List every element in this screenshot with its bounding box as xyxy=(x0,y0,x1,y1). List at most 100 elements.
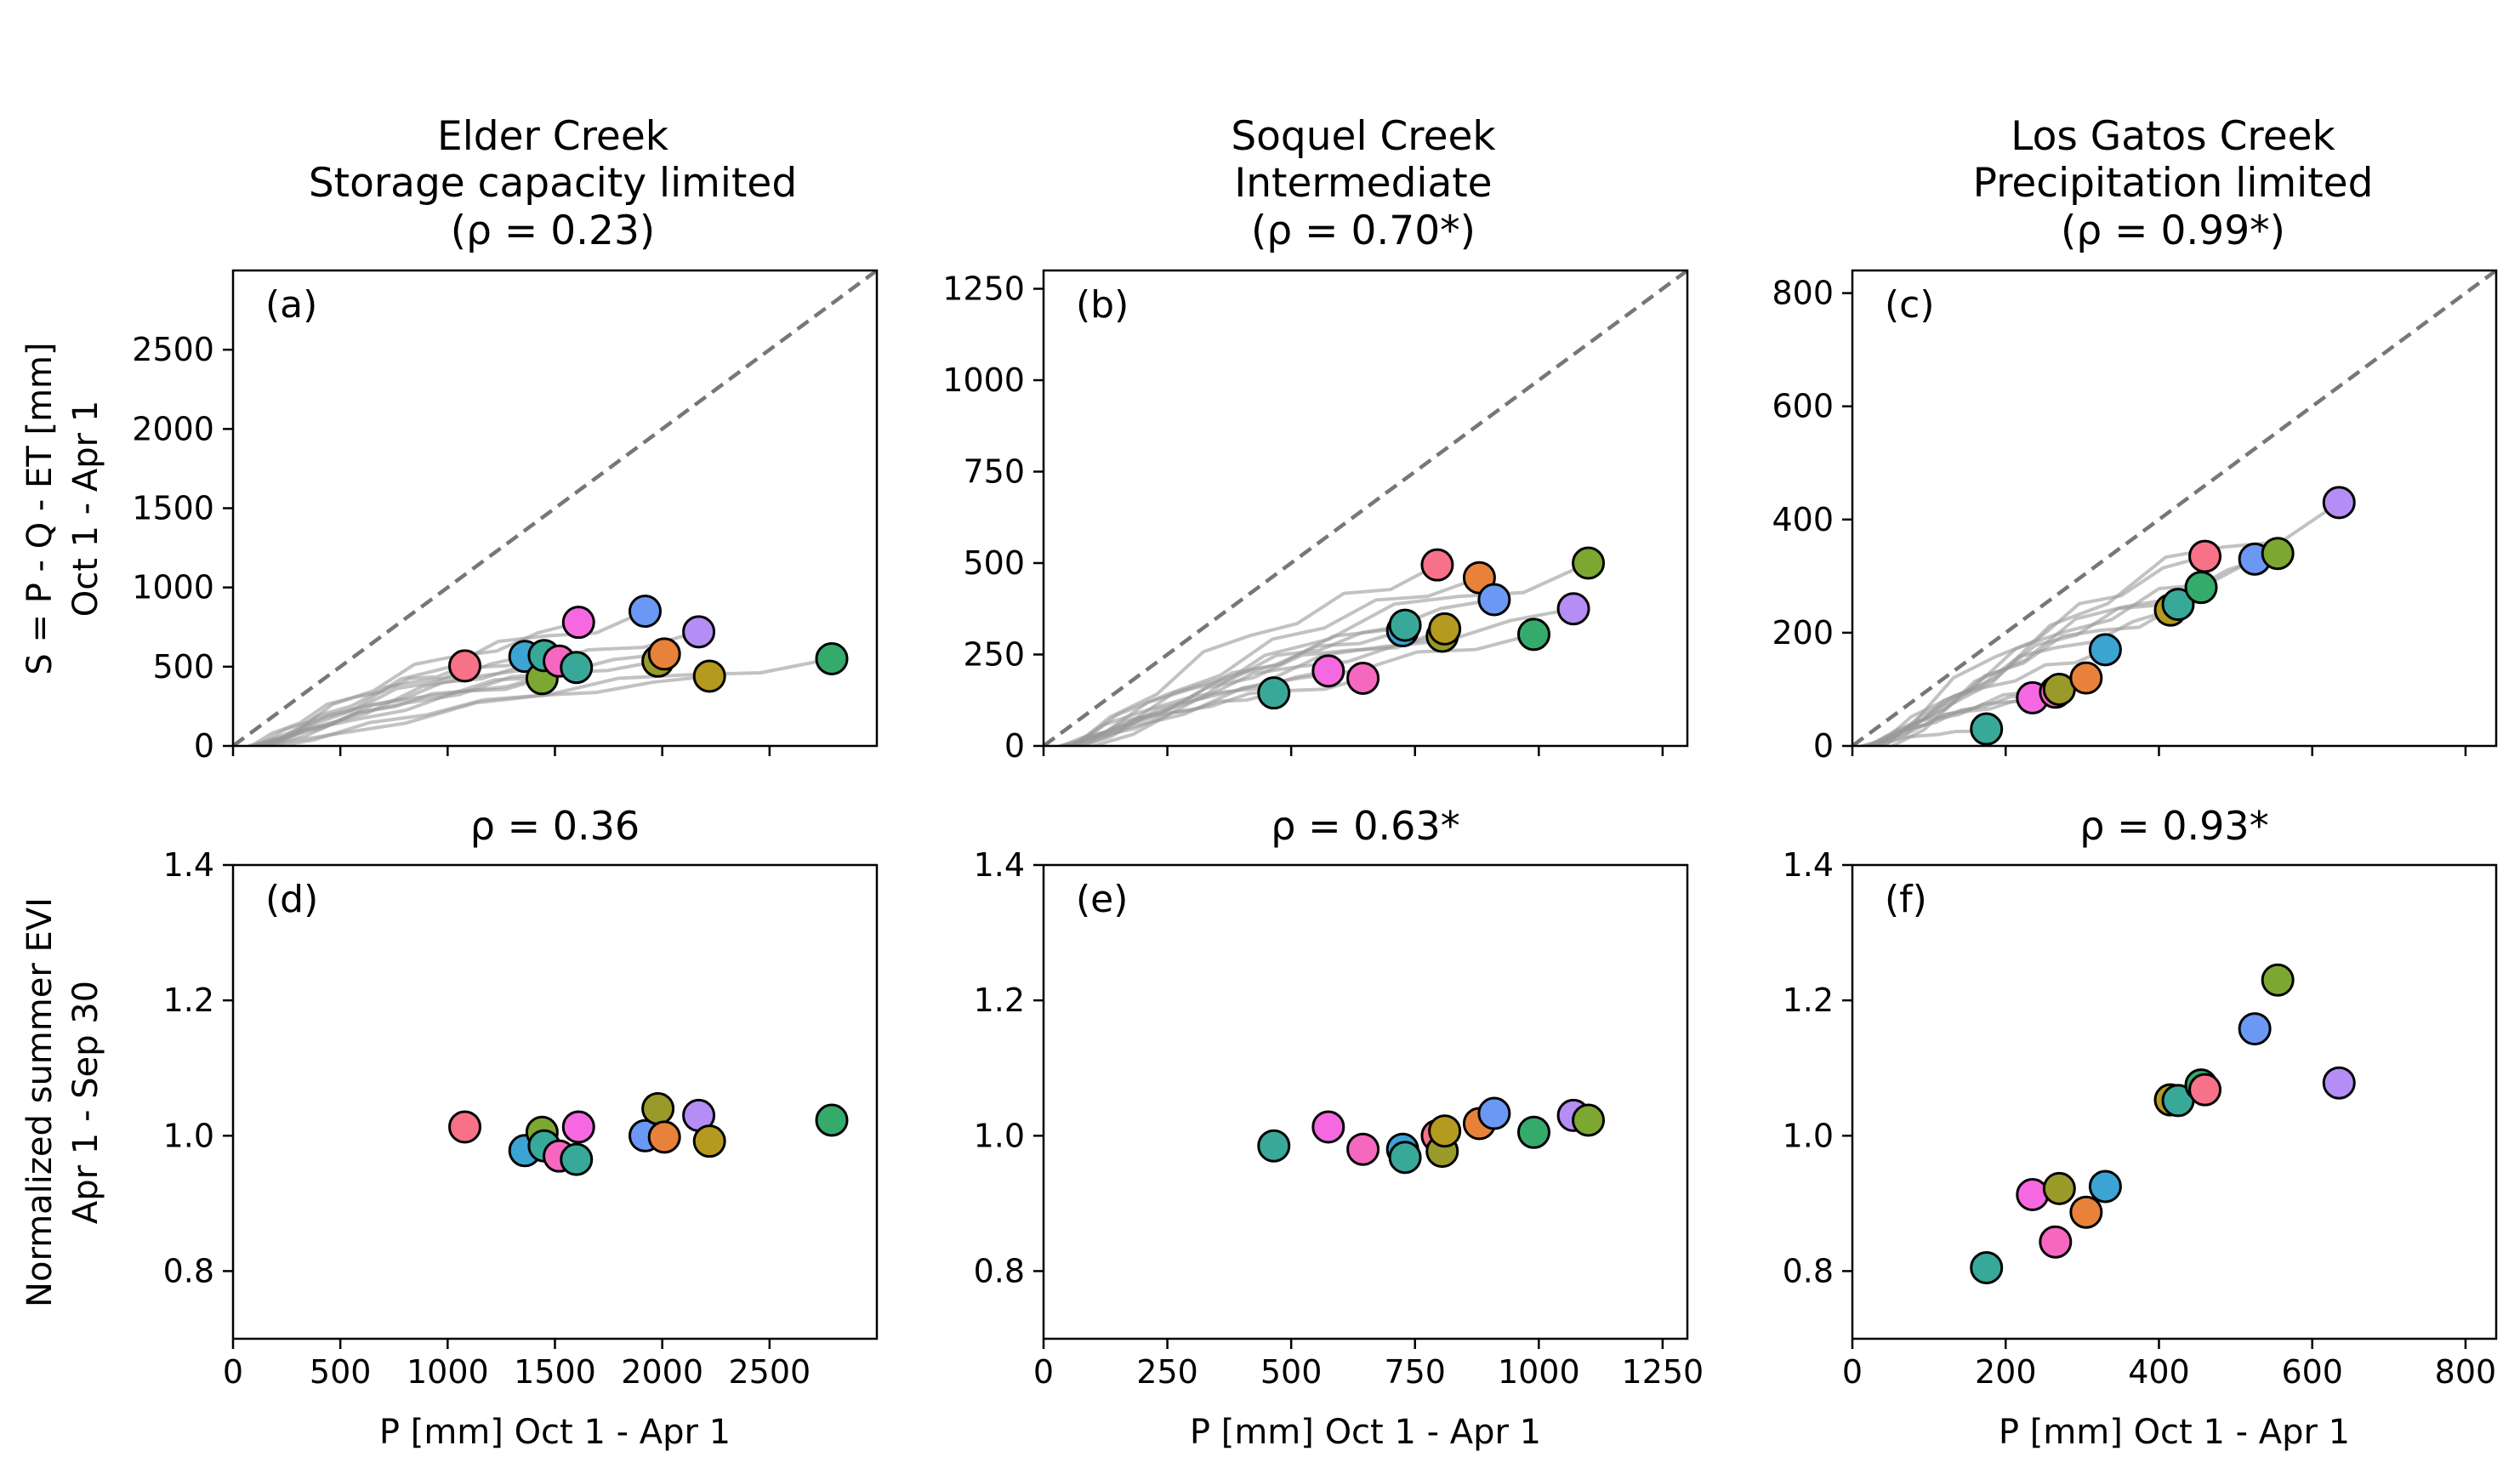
data-point xyxy=(1556,592,1590,626)
x-tick-label: 0 xyxy=(1033,1353,1054,1391)
data-point xyxy=(448,1110,482,1144)
panels: 05001000150020002500(a)02505007501000125… xyxy=(132,269,2498,1452)
data-point xyxy=(682,615,716,649)
data-point xyxy=(561,606,595,640)
x-axis-label: P [mm] Oct 1 - Apr 1 xyxy=(379,1413,731,1452)
data-point xyxy=(1477,1096,1511,1130)
data-point xyxy=(2161,588,2195,622)
data-point xyxy=(647,637,681,671)
data-point xyxy=(692,659,726,693)
column-title: (ρ = 0.23) xyxy=(451,208,655,254)
data-point xyxy=(560,1142,594,1176)
y-tick-label: 600 xyxy=(1772,388,1834,425)
data-point xyxy=(1257,676,1291,710)
cumulative-trace xyxy=(1077,632,1534,746)
data-point xyxy=(692,1124,726,1158)
y-tick-label: 0.8 xyxy=(1783,1252,1834,1289)
y-tick-label: 400 xyxy=(1772,501,1834,538)
data-point xyxy=(561,1110,595,1144)
data-point xyxy=(2088,1170,2122,1204)
x-tick-label: 2500 xyxy=(728,1353,811,1391)
cumulative-trace xyxy=(257,652,665,746)
axes-frame xyxy=(1042,863,1689,1340)
data-point xyxy=(1970,712,2004,746)
x-tick-label: 600 xyxy=(2281,1353,2343,1391)
y-tick-label: 1.0 xyxy=(163,1117,214,1154)
y-tick-label: 0 xyxy=(1813,727,1834,765)
x-tick-label: 250 xyxy=(1136,1353,1198,1391)
cumulative-trace xyxy=(1087,606,1574,746)
one-to-one-line xyxy=(1852,270,2496,746)
data-point xyxy=(2261,537,2295,571)
data-point xyxy=(2069,1195,2103,1229)
data-point xyxy=(2069,661,2103,695)
y-tick-label: 1000 xyxy=(132,569,214,606)
column-title: Intermediate xyxy=(1234,160,1492,207)
data-point xyxy=(1420,548,1454,582)
cumulative-trace xyxy=(262,657,833,746)
y-axis-label: Oct 1 - Apr 1 xyxy=(66,401,105,617)
x-tick-label: 500 xyxy=(310,1353,372,1391)
x-tick-label: 500 xyxy=(1260,1353,1323,1391)
y-tick-label: 0.8 xyxy=(974,1252,1025,1289)
plot-area xyxy=(233,270,877,746)
cumulative-trace xyxy=(1067,629,1403,746)
panel-label: (e) xyxy=(1076,878,1128,921)
y-tick-label: 1.4 xyxy=(163,846,214,884)
data-point xyxy=(628,595,662,629)
data-point xyxy=(815,642,849,676)
panel-label: (d) xyxy=(265,878,318,921)
panel-f: 0 200 400 600 800 0.8 1.0 1.2 1.4 (f) ρ = 0.93* P [… xyxy=(1783,803,2498,1452)
panel-a: 0 500 1000 1500 2000 2500 (a) xyxy=(132,269,879,765)
data-point xyxy=(2322,1066,2356,1100)
y-tick-label: 1500 xyxy=(132,490,214,527)
data-point xyxy=(2184,571,2218,605)
y-tick-label: 1.4 xyxy=(1783,846,1834,884)
y-tick-label: 800 xyxy=(1772,275,1834,312)
data-point xyxy=(1388,608,1422,642)
data-point xyxy=(1477,583,1511,617)
data-point xyxy=(641,1091,675,1125)
data-point xyxy=(1970,1250,2004,1284)
x-tick-label: 2000 xyxy=(621,1353,703,1391)
x-tick-label: 400 xyxy=(2128,1353,2190,1391)
y-tick-label: 1.2 xyxy=(163,982,214,1019)
plot-area xyxy=(448,1091,849,1176)
y-tick-label: 1.0 xyxy=(1783,1117,1834,1154)
x-tick-label: 0 xyxy=(1842,1353,1863,1391)
column-title: Los Gatos Creek xyxy=(2011,113,2335,160)
row-labels: S = P - Q - ET [mm] Oct 1 - Apr 1 Normaliz… xyxy=(20,342,105,1307)
column-title: (ρ = 0.99*) xyxy=(2061,208,2285,254)
x-tick-label: 1250 xyxy=(1622,1353,1704,1391)
plot-area xyxy=(1970,963,2356,1284)
data-point xyxy=(647,1120,681,1154)
data-point xyxy=(2016,1178,2050,1212)
y-tick-label: 0 xyxy=(194,727,214,765)
column-title: (ρ = 0.70*) xyxy=(1251,208,1476,254)
x-tick-label: 1000 xyxy=(407,1353,489,1391)
data-point xyxy=(1516,1115,1550,1149)
axes-frame xyxy=(1851,269,2498,748)
data-point xyxy=(1346,661,1380,695)
panel-label: (f) xyxy=(1885,878,1927,921)
one-to-one-line xyxy=(233,270,877,746)
y-tick-label: 1000 xyxy=(942,361,1025,399)
cumulative-trace xyxy=(1875,501,2341,746)
y-axis-label: S = P - Q - ET [mm] xyxy=(20,342,60,674)
panel-label: (b) xyxy=(1076,283,1129,327)
x-axis-label: P [mm] Oct 1 - Apr 1 xyxy=(1190,1413,1541,1452)
y-tick-label: 500 xyxy=(152,648,214,686)
cumulative-trace xyxy=(1064,623,1406,746)
data-point xyxy=(560,651,594,685)
data-point xyxy=(815,1103,849,1137)
plot-area xyxy=(1852,270,2496,746)
axes-frame xyxy=(1042,269,1689,748)
plot-area xyxy=(1044,270,1687,746)
one-to-one-line xyxy=(1044,270,1687,746)
y-tick-label: 1.4 xyxy=(974,846,1025,884)
panel-title: ρ = 0.36 xyxy=(470,803,640,849)
data-point xyxy=(1257,1129,1291,1163)
data-point xyxy=(2042,1171,2076,1205)
